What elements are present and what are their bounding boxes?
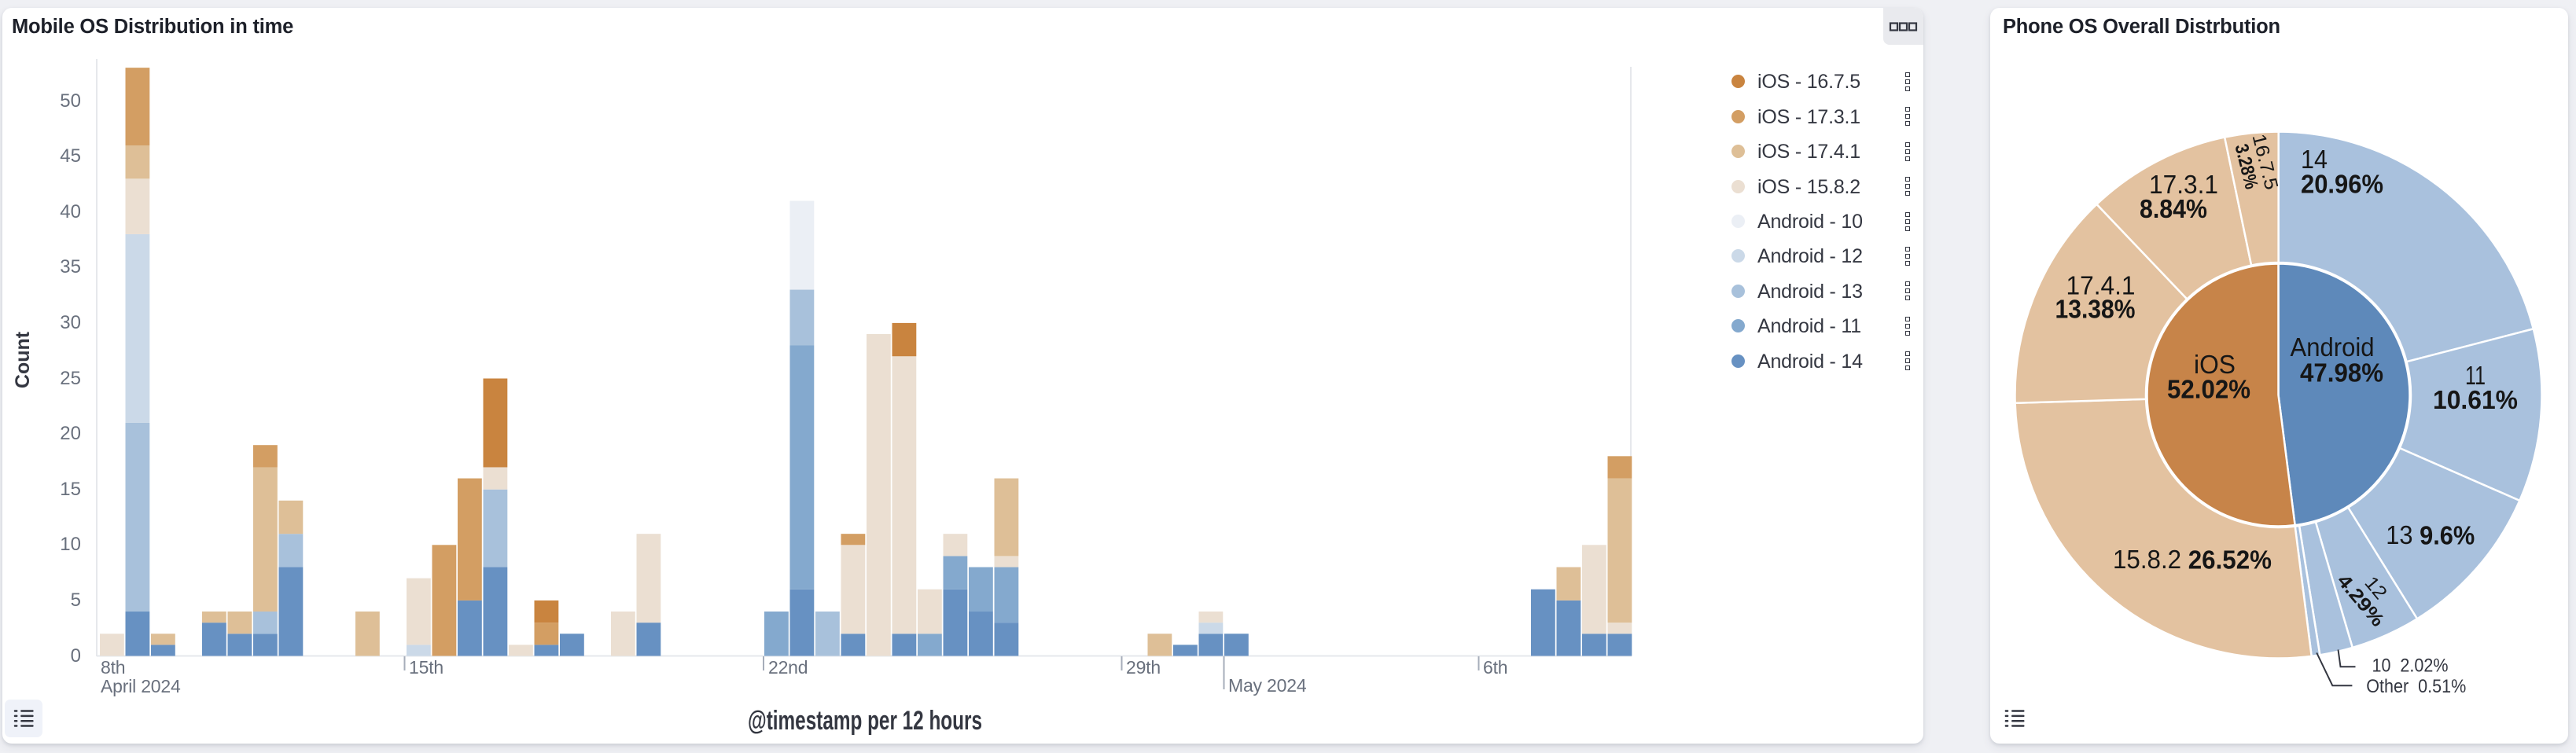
- svg-text:Other 0.51%: Other 0.51%: [2366, 676, 2466, 697]
- svg-text:17.3.1: 17.3.1: [2149, 170, 2218, 199]
- svg-text:10 2.02%: 10 2.02%: [2372, 656, 2449, 677]
- svg-text:47.98%: 47.98%: [2300, 358, 2383, 387]
- svg-text:iOS: iOS: [2194, 350, 2236, 379]
- svg-text:17.4.1: 17.4.1: [2066, 271, 2136, 300]
- svg-text:13 9.6%: 13 9.6%: [2386, 520, 2475, 549]
- svg-text:Android: Android: [2291, 332, 2375, 362]
- svg-text:@timestamp per 12 hours: @timestamp per 12 hours: [748, 706, 982, 736]
- svg-text:20.96%: 20.96%: [2301, 170, 2383, 199]
- svg-text:10.61%: 10.61%: [2433, 385, 2518, 414]
- svg-text:52.02%: 52.02%: [2167, 375, 2250, 404]
- svg-text:15.8.2 26.52%: 15.8.2 26.52%: [2113, 545, 2272, 574]
- svg-text:8.84%: 8.84%: [2140, 194, 2207, 223]
- svg-text:11: 11: [2465, 361, 2486, 390]
- svg-text:13.38%: 13.38%: [2055, 295, 2136, 324]
- svg-text:14: 14: [2301, 145, 2328, 174]
- svg-text:Count: Count: [12, 331, 34, 388]
